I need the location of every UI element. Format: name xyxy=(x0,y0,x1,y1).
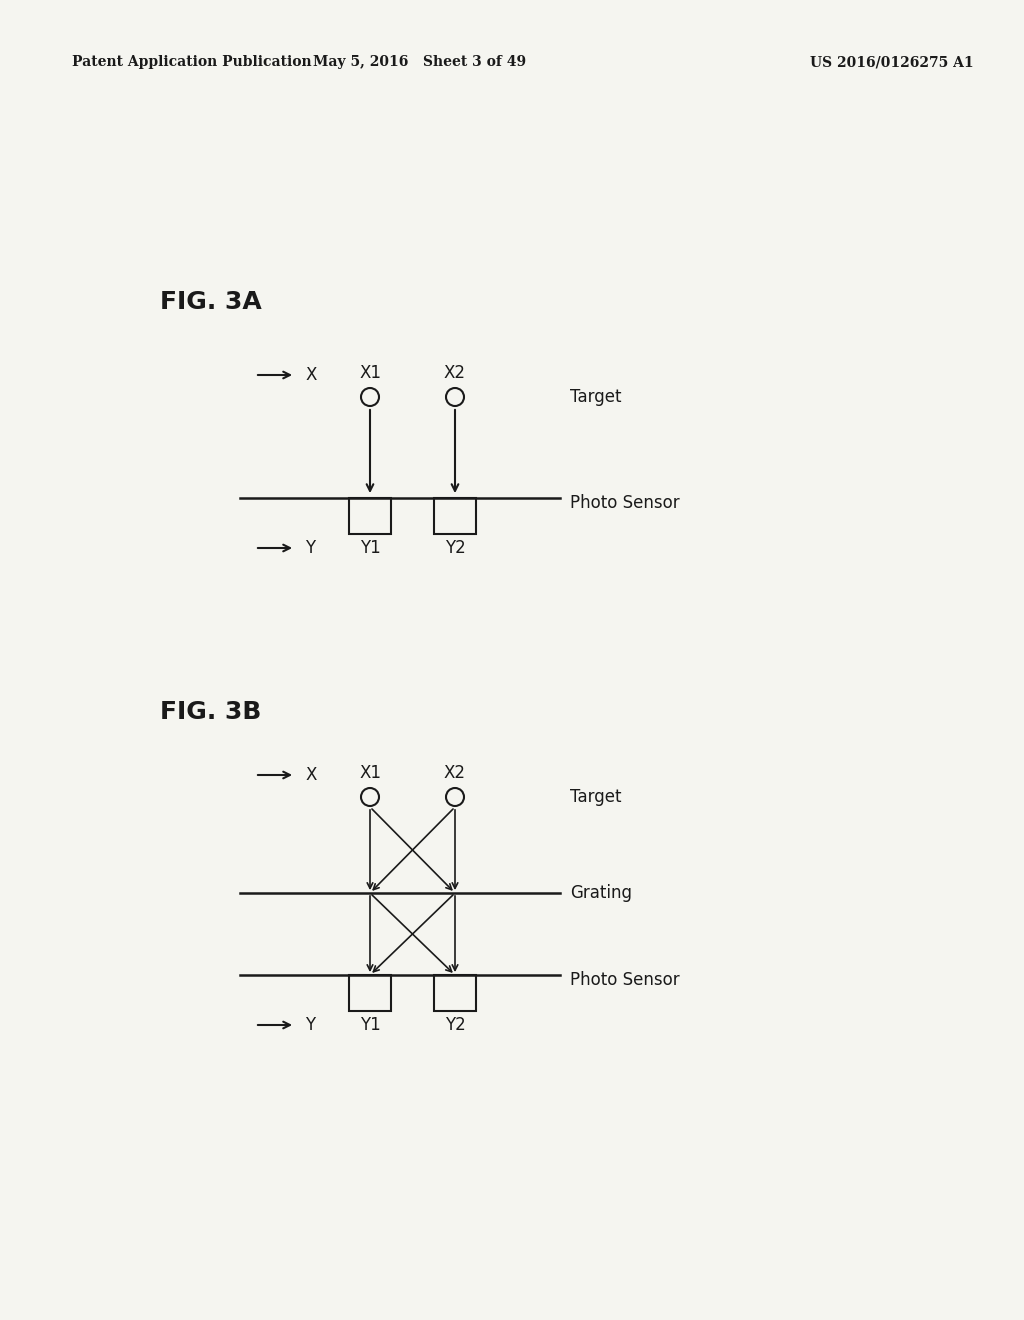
Text: May 5, 2016   Sheet 3 of 49: May 5, 2016 Sheet 3 of 49 xyxy=(313,55,526,69)
Text: X: X xyxy=(305,766,316,784)
Text: X2: X2 xyxy=(444,364,466,381)
Text: Patent Application Publication: Patent Application Publication xyxy=(72,55,311,69)
Text: Photo Sensor: Photo Sensor xyxy=(570,494,680,512)
Text: US 2016/0126275 A1: US 2016/0126275 A1 xyxy=(810,55,974,69)
Text: Y: Y xyxy=(305,1016,315,1034)
Text: Target: Target xyxy=(570,388,622,407)
Text: X1: X1 xyxy=(359,764,381,781)
Bar xyxy=(434,975,476,1011)
Text: FIG. 3B: FIG. 3B xyxy=(160,700,261,723)
Text: Grating: Grating xyxy=(570,884,632,902)
Text: X: X xyxy=(305,366,316,384)
Bar xyxy=(349,975,391,1011)
Text: FIG. 3A: FIG. 3A xyxy=(160,290,262,314)
Text: Photo Sensor: Photo Sensor xyxy=(570,972,680,989)
Text: Y1: Y1 xyxy=(359,1016,380,1034)
Text: Y: Y xyxy=(305,539,315,557)
Text: Y2: Y2 xyxy=(444,1016,465,1034)
Bar xyxy=(434,498,476,535)
Text: Y1: Y1 xyxy=(359,539,380,557)
Bar xyxy=(349,498,391,535)
Text: X1: X1 xyxy=(359,364,381,381)
Text: Target: Target xyxy=(570,788,622,807)
Text: X2: X2 xyxy=(444,764,466,781)
Text: Y2: Y2 xyxy=(444,539,465,557)
